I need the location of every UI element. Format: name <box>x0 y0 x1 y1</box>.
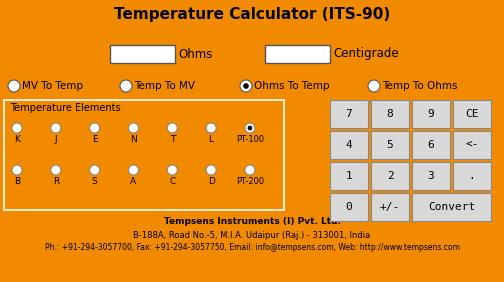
Text: Temperature Elements: Temperature Elements <box>10 103 120 113</box>
Text: N: N <box>130 135 137 144</box>
Bar <box>371 193 409 221</box>
Text: +/-: +/- <box>380 202 400 212</box>
Ellipse shape <box>167 165 177 175</box>
Bar <box>453 162 491 190</box>
Bar <box>110 45 175 63</box>
Ellipse shape <box>245 165 255 175</box>
Text: Tempsens Instruments (I) Pvt. Ltd.: Tempsens Instruments (I) Pvt. Ltd. <box>164 217 340 226</box>
Text: B: B <box>14 177 20 186</box>
Bar <box>265 45 330 63</box>
Text: 6: 6 <box>427 140 434 150</box>
Ellipse shape <box>245 123 255 133</box>
Ellipse shape <box>240 80 252 92</box>
Text: Convert: Convert <box>428 202 475 212</box>
Bar <box>371 131 409 159</box>
Bar <box>412 100 450 128</box>
Text: MV To Temp: MV To Temp <box>22 81 83 91</box>
Bar <box>412 162 450 190</box>
Ellipse shape <box>12 123 22 133</box>
Ellipse shape <box>51 123 61 133</box>
Text: Temperature Calculator (ITS-90): Temperature Calculator (ITS-90) <box>114 8 390 23</box>
Text: Temp To Ohms: Temp To Ohms <box>382 81 458 91</box>
Bar <box>371 100 409 128</box>
Text: PT-200: PT-200 <box>236 177 264 186</box>
Text: 0: 0 <box>346 202 352 212</box>
Text: Ph.: +91-294-3057700, Fax: +91-294-3057750, Email: info@tempsens.com, Web: http:: Ph.: +91-294-3057700, Fax: +91-294-30577… <box>44 243 460 252</box>
Text: E: E <box>92 135 97 144</box>
Text: T: T <box>170 135 175 144</box>
Text: D: D <box>208 177 215 186</box>
Ellipse shape <box>129 123 139 133</box>
Text: Ohms: Ohms <box>178 47 212 61</box>
Text: <-: <- <box>465 140 479 150</box>
Text: Temp To MV: Temp To MV <box>134 81 195 91</box>
Ellipse shape <box>368 80 380 92</box>
Bar <box>330 100 368 128</box>
Text: S: S <box>92 177 97 186</box>
Text: Centigrade: Centigrade <box>333 47 399 61</box>
Text: 3: 3 <box>427 171 434 181</box>
Bar <box>412 193 491 221</box>
Bar <box>330 193 368 221</box>
Ellipse shape <box>206 165 216 175</box>
Text: B-188A, Road No.-5, M.I.A. Udaipur (Raj.) - 313001, India: B-188A, Road No.-5, M.I.A. Udaipur (Raj.… <box>134 230 370 239</box>
Ellipse shape <box>8 80 20 92</box>
Text: C: C <box>169 177 175 186</box>
Text: 7: 7 <box>346 109 352 119</box>
Text: R: R <box>53 177 59 186</box>
Ellipse shape <box>206 123 216 133</box>
Ellipse shape <box>90 123 100 133</box>
Ellipse shape <box>129 165 139 175</box>
Bar <box>330 162 368 190</box>
Bar <box>330 131 368 159</box>
Text: L: L <box>209 135 214 144</box>
Ellipse shape <box>120 80 132 92</box>
Text: 8: 8 <box>387 109 394 119</box>
Bar <box>371 162 409 190</box>
Text: A: A <box>131 177 137 186</box>
Text: 5: 5 <box>387 140 394 150</box>
Text: 2: 2 <box>387 171 394 181</box>
Ellipse shape <box>167 123 177 133</box>
Text: K: K <box>14 135 20 144</box>
Text: J: J <box>54 135 57 144</box>
Bar <box>4 100 284 210</box>
Text: Ohms To Temp: Ohms To Temp <box>254 81 330 91</box>
Ellipse shape <box>243 83 248 88</box>
Ellipse shape <box>51 165 61 175</box>
Text: CE: CE <box>465 109 479 119</box>
Text: 9: 9 <box>427 109 434 119</box>
Bar <box>453 100 491 128</box>
Text: .: . <box>469 171 475 181</box>
Text: 4: 4 <box>346 140 352 150</box>
Bar <box>412 131 450 159</box>
Text: PT-100: PT-100 <box>236 135 264 144</box>
Bar <box>453 131 491 159</box>
Ellipse shape <box>248 126 252 130</box>
Text: 1: 1 <box>346 171 352 181</box>
Ellipse shape <box>12 165 22 175</box>
Ellipse shape <box>90 165 100 175</box>
